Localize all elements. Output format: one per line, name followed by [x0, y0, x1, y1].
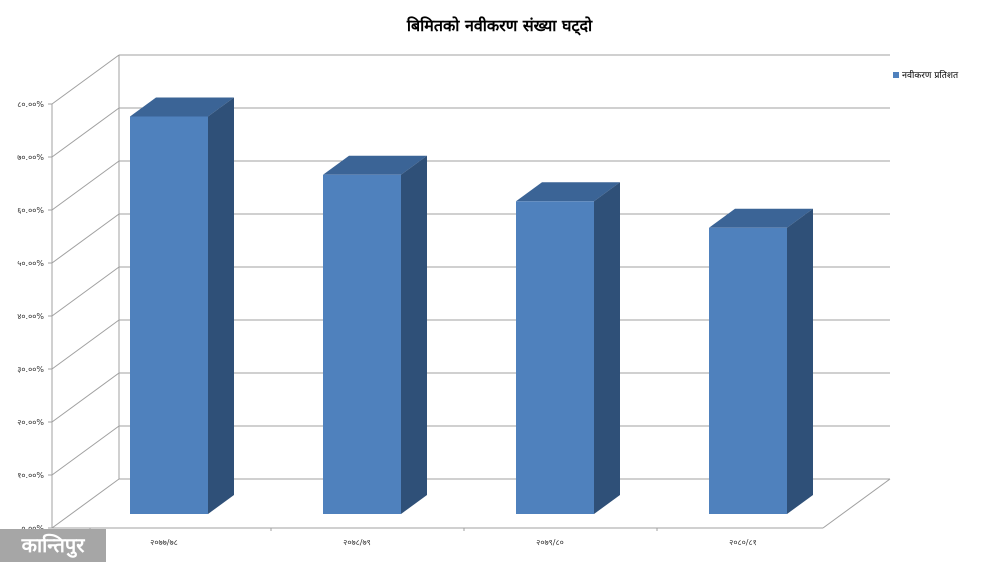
y-tick-label: ५०.००% — [17, 259, 44, 268]
wall-diagonal-gridline — [51, 54, 120, 105]
legend: नवीकरण प्रतिशत — [893, 68, 958, 81]
bar-side — [787, 208, 813, 515]
floor-right-edge — [822, 478, 891, 529]
x-tick-label: २०७९/८० — [536, 538, 564, 547]
bar — [709, 227, 787, 515]
bar-side — [594, 182, 620, 515]
chart-title: बिमितको नवीकरण संख्या घट्दो — [406, 16, 593, 35]
y-tick-label: १०.००% — [17, 471, 44, 480]
legend-swatch — [893, 71, 899, 78]
y-tick-label: ४०.००% — [17, 312, 44, 321]
y-tick-label: २०.००% — [17, 418, 44, 427]
wall-diagonal-gridline — [51, 478, 120, 529]
bar — [516, 201, 594, 515]
wall-diagonal-gridline — [51, 107, 120, 158]
wall-diagonal-gridline — [51, 266, 120, 317]
y-tick-label: ६०.००% — [17, 206, 44, 215]
y-tick-label: ७०.००% — [17, 153, 44, 162]
kantipur-logo: कान्तिपुर — [0, 529, 106, 562]
x-tick-label: २०७८/७९ — [343, 538, 371, 547]
wall-diagonal-gridline — [51, 319, 120, 370]
legend-label: नवीकरण प्रतिशत — [902, 71, 959, 81]
bar-side — [401, 155, 427, 515]
y-tick-label: ३०.००% — [17, 365, 44, 374]
y-tick-label: ८०.००% — [17, 100, 44, 109]
bar — [323, 174, 401, 515]
logo-text: कान्तिपुर — [21, 533, 85, 557]
x-tick-label: २०७७/७८ — [150, 538, 178, 547]
wall-diagonal-gridline — [51, 160, 120, 211]
wall-diagonal-gridline — [51, 425, 120, 476]
bar-top — [516, 182, 620, 202]
y-tick-label: ०.००% — [21, 524, 44, 533]
bar — [130, 116, 208, 514]
bar-top — [130, 97, 234, 117]
bar-top — [323, 155, 427, 175]
wall-diagonal-gridline — [51, 372, 120, 423]
bar-side — [208, 97, 234, 514]
x-tick-label: २०८०/८१ — [729, 538, 757, 547]
bar-top — [709, 208, 813, 228]
wall-diagonal-gridline — [51, 213, 120, 264]
